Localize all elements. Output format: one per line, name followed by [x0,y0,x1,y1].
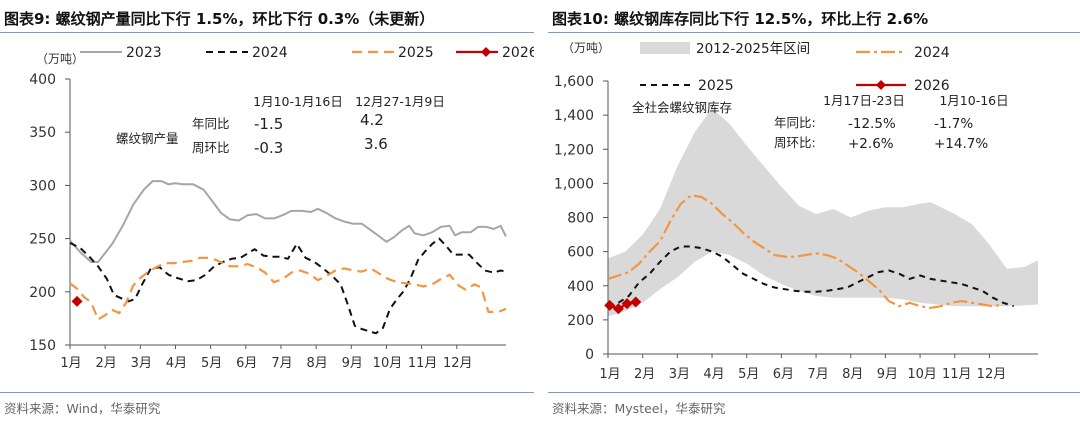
x-tick-label: 3月 [131,356,152,371]
legend-label-2025: 2025 [698,78,734,94]
unit-label: （万吨） [36,52,84,66]
annotation-value: -0.3 [254,139,283,157]
x-tick-label: 3月 [669,367,690,382]
annotation-header: 12月27-1月9日 [355,94,445,109]
source-rule [548,392,1080,393]
x-tick-label: 12月 [977,367,1007,382]
data-point-2026 [71,295,83,307]
annotation-row-title: 螺纹钢产量 [116,131,179,146]
x-tick-label: 9月 [342,356,363,371]
annotation-value: 4.2 [360,111,384,129]
x-tick-label: 6月 [773,367,794,382]
legend-marker-2026 [481,47,491,57]
x-tick-label: 4月 [166,356,187,371]
legend-label-range: 2012-2025年区间 [696,41,810,57]
data-point-2026 [630,296,642,308]
y-tick-label: 150 [29,338,56,354]
annotation-value: -1.7% [934,116,973,132]
data-point-2026 [612,303,624,315]
x-tick-label: 12月 [443,356,473,371]
annotation-header: 1月17日-23日 [823,93,905,108]
y-tick-label: 800 [567,211,594,227]
x-tick-label: 7月 [807,367,828,382]
range-band-area [608,108,1038,317]
annotation-value: 3.6 [364,135,388,153]
x-tick-label: 2月 [96,356,117,371]
legend-label-2025: 2025 [398,45,434,61]
x-tick-label: 11月 [408,356,438,371]
series-line-2024 [69,237,507,335]
x-tick-label: 10月 [907,367,937,382]
annotation-value: +14.7% [934,136,988,152]
series-line-2024 [607,194,1004,309]
x-tick-label: 1月 [60,356,81,371]
y-tick-label: 0 [585,347,594,363]
y-tick-label: 250 [29,232,56,248]
x-tick-label: 2月 [634,367,655,382]
annotation-row-label: 年同比: [774,115,816,130]
x-tick-label: 5月 [201,356,222,371]
annotation-row-label: 周环比 [192,140,230,155]
x-tick-label: 1月 [599,367,620,382]
annotation-value: -1.5 [254,115,283,133]
y-tick-label: 1,000 [554,176,594,192]
chart-panel-rebar-inventory: 图表10: 螺纹钢库存同比下行 12.5%，环比上行 2.6% （万吨） 0 200… [548,0,1080,432]
y-tick-label: 1,200 [554,142,594,158]
y-tick-label: 200 [29,285,56,301]
inner-series-label: 全社会螺纹钢库存 [632,100,732,115]
legend-label-2024: 2024 [252,45,288,61]
legend-swatch-range [640,42,690,54]
y-tick-label: 1,400 [554,108,594,124]
annotation-row-label: 周环比: [774,135,816,150]
unit-label: （万吨） [562,41,610,55]
legend-label-2023: 2023 [126,45,162,61]
y-tick-label: 300 [29,178,56,194]
y-tick-label: 200 [567,313,594,329]
chart-title: 图表9: 螺纹钢产量同比下行 1.5%，环比下行 0.3%（未更新） [4,10,435,28]
data-point-2026 [604,299,616,311]
annotation-row-label: 年同比 [192,116,230,131]
series-line-2023 [69,180,507,263]
y-tick-label: 350 [29,125,56,141]
x-tick-label: 4月 [703,367,724,382]
series-line-2025 [69,256,507,321]
annotation-value: +2.6% [848,136,894,152]
legend-label-2024: 2024 [914,45,950,61]
legend-label-2026: 2026 [502,45,534,61]
x-tick-label: 9月 [877,367,898,382]
y-tick-label: 400 [29,72,56,88]
series-line-2025 [607,245,1015,308]
data-point-2026 [621,298,633,310]
x-tick-label: 5月 [738,367,759,382]
x-tick-label: 8月 [306,356,327,371]
legend-marker-2026 [876,80,886,90]
annotation-header: 1月10-16日 [939,93,1008,108]
production-line-chart: （万吨） 150 200 250 300 350 400 1月 2月 3月 4月 5月 6月 7月 8月 9月… [29,45,534,371]
title-rule [0,32,534,33]
y-tick-label: 600 [567,245,594,261]
x-tick-label: 11月 [942,367,972,382]
x-tick-label: 10月 [373,356,403,371]
annotation-value: -12.5% [848,116,896,132]
x-tick-label: 8月 [842,367,863,382]
legend-label-2026: 2026 [914,78,950,94]
chart-panel-rebar-production: 图表9: 螺纹钢产量同比下行 1.5%，环比下行 0.3%（未更新） （万吨） 1… [0,0,534,432]
title-rule [548,32,1080,33]
x-tick-label: 6月 [236,356,257,371]
inventory-line-chart: （万吨） 0 200 400 600 800 1,000 1,200 1,400 1,600 1月 2… [554,41,1038,382]
source-note: 资料来源：Mysteel，华泰研究 [552,401,726,416]
source-note: 资料来源：Wind，华泰研究 [4,401,161,416]
y-tick-label: 1,600 [554,74,594,90]
source-rule [0,392,534,393]
y-tick-label: 400 [567,279,594,295]
annotation-header: 1月10-1月16日 [253,94,343,109]
chart-title: 图表10: 螺纹钢库存同比下行 12.5%，环比上行 2.6% [552,10,929,28]
x-tick-label: 7月 [271,356,292,371]
